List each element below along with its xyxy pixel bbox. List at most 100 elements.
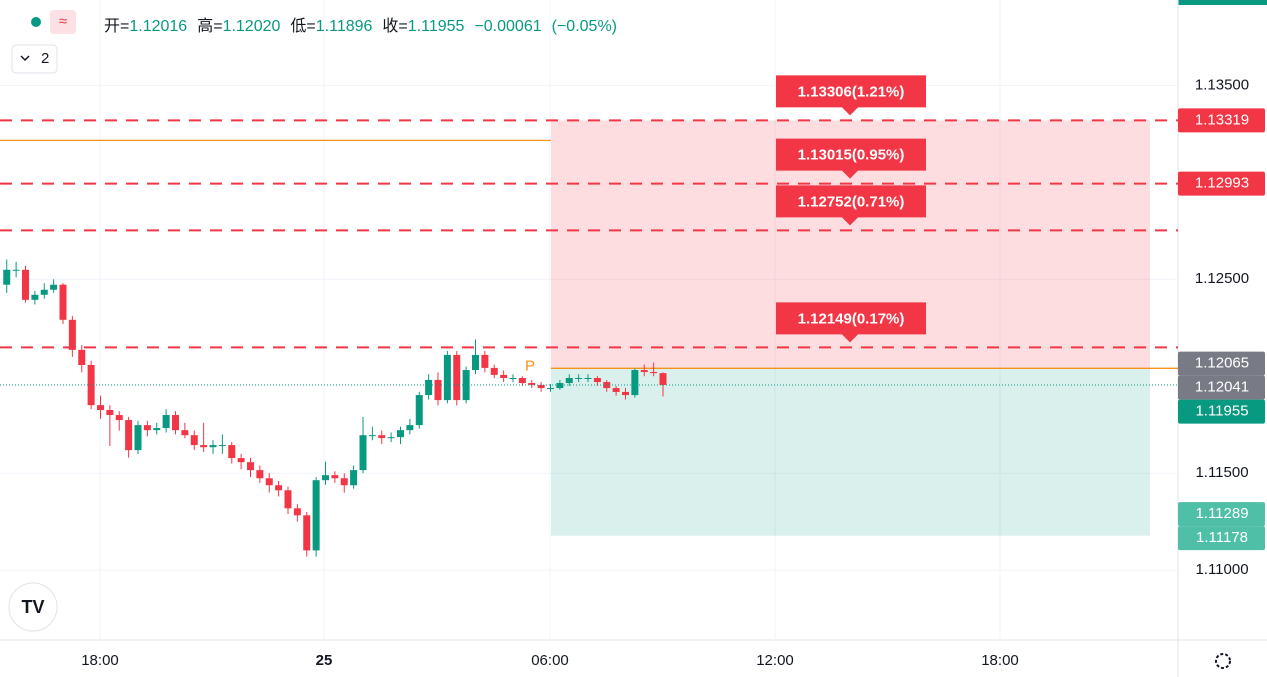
candle-body <box>528 383 536 385</box>
settings-icon[interactable] <box>1215 653 1231 669</box>
collapse-button[interactable] <box>11 44 58 74</box>
ohlc-legend: 开=1.12016 高=1.12020 低=1.11896 收=1.11955 −0.0… <box>104 12 627 36</box>
candle-body <box>415 395 423 426</box>
candle-body <box>31 294 39 300</box>
candle-body <box>293 508 301 516</box>
status-dot <box>31 17 41 27</box>
candle-body <box>397 430 404 438</box>
candle-body <box>228 445 236 459</box>
candle-body <box>284 490 292 509</box>
price-label-box <box>1178 502 1265 527</box>
price-label-box <box>1178 375 1265 400</box>
price-label-box <box>1178 351 1265 376</box>
candle-body <box>547 388 554 390</box>
candle-body <box>612 388 620 392</box>
candle-body <box>153 428 161 431</box>
logo[interactable] <box>8 582 58 632</box>
pivot-marker: P <box>525 357 535 374</box>
candle-body <box>190 435 198 446</box>
candle-body <box>106 409 114 416</box>
candle-body <box>472 354 479 371</box>
ohlc-value: 1.11955 <box>407 18 465 35</box>
candle-body <box>556 383 564 389</box>
candle-body <box>622 391 629 396</box>
target-label: 1.13306(1.21%) <box>798 83 905 100</box>
price-label-box <box>1178 526 1265 551</box>
change-percent: (−0.05%) <box>551 18 617 35</box>
candle-body <box>78 349 86 365</box>
target-label: 1.12752(0.71%) <box>798 193 905 210</box>
candle-body <box>200 445 208 448</box>
candle-body <box>518 377 526 384</box>
candle-body <box>312 480 320 551</box>
candle-body <box>359 435 367 471</box>
y-tick-label: 1.11500 <box>1195 464 1248 481</box>
candle-body <box>59 284 67 320</box>
candle-body <box>453 354 461 401</box>
candle-body <box>256 470 264 479</box>
top-indicator <box>1178 0 1267 5</box>
candle-body <box>322 475 329 481</box>
candle-body <box>350 470 358 486</box>
candle-body <box>368 435 376 437</box>
candle-body <box>593 377 601 383</box>
candle-body <box>134 425 142 451</box>
menu-icon[interactable] <box>50 10 76 34</box>
target-callout <box>776 138 926 179</box>
chevron <box>20 55 30 62</box>
price-label: 1.11289 <box>1195 505 1248 522</box>
price-label: 1.11178 <box>1196 529 1248 546</box>
target-callout <box>776 185 926 226</box>
x-tick-label: 18:00 <box>81 652 119 669</box>
candle-body <box>237 458 245 463</box>
candle-body <box>509 377 517 379</box>
ohlc-value: 1.12016 <box>129 18 188 35</box>
ohlc-value: 1.12020 <box>222 18 281 35</box>
price-label: 1.13319 <box>1195 111 1249 128</box>
ohlc-key: 低= <box>290 18 316 35</box>
candle-body <box>218 445 226 447</box>
candle-body <box>143 425 151 431</box>
candle-body <box>22 269 29 300</box>
candle-body <box>303 515 311 551</box>
y-tick-label: 1.12500 <box>1195 270 1249 287</box>
candle-body <box>434 379 442 401</box>
x-tick-label: 18:00 <box>981 652 1019 669</box>
candle-body <box>40 289 48 295</box>
ohlc-value: 1.11896 <box>315 18 373 35</box>
candle-body <box>584 377 592 379</box>
candle-body <box>125 420 133 451</box>
target-callout <box>776 75 926 116</box>
target-label: 1.13015(0.95%) <box>798 147 905 164</box>
price-label: 1.12065 <box>1195 355 1249 372</box>
candle-body <box>331 475 339 479</box>
change: −0.00061 <box>474 18 542 35</box>
candle-body <box>659 373 667 385</box>
candle-body <box>12 269 20 271</box>
logo-text: TV <box>21 597 44 617</box>
candle-body <box>378 435 386 439</box>
candle-body <box>443 354 451 401</box>
price-label-box <box>1178 108 1265 133</box>
candle-body <box>537 384 545 389</box>
candle-body <box>406 425 414 431</box>
candle-body <box>340 478 348 486</box>
candle-body <box>87 364 95 406</box>
candle-body <box>490 367 498 375</box>
candle-body <box>68 319 76 350</box>
candle-body <box>265 478 273 486</box>
ohlc-key: 开= <box>104 18 130 35</box>
ohlc-key: 高= <box>197 18 223 35</box>
x-tick-label: 12:00 <box>756 652 794 669</box>
candle-body <box>247 462 254 471</box>
candle-body <box>209 445 217 448</box>
price-label: 1.12041 <box>1195 379 1249 396</box>
candle-body <box>3 269 11 285</box>
menu-glyph: ≈ <box>59 13 67 30</box>
y-tick-label: 1.13500 <box>1195 76 1249 93</box>
candle-body <box>97 405 104 410</box>
candle-body <box>500 374 508 378</box>
candle-body <box>425 379 433 396</box>
candle-body <box>115 415 123 421</box>
